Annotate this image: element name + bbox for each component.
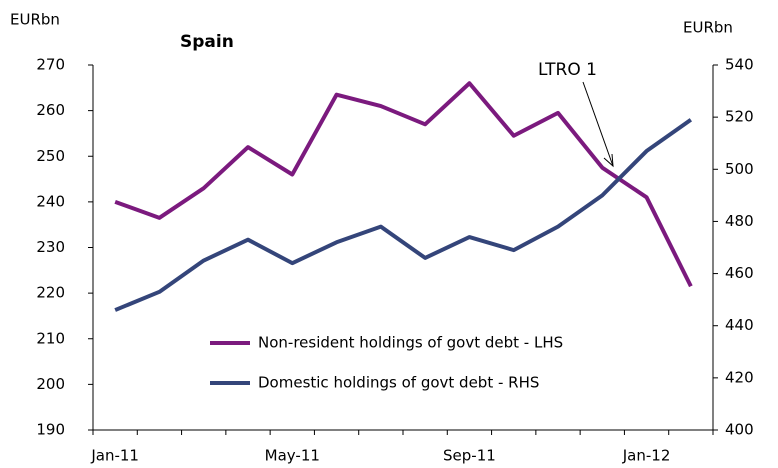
- y2-tick-label: 460: [725, 264, 754, 282]
- y-tick-label: 230: [36, 238, 65, 256]
- y-axis-label: EURbn: [10, 11, 60, 29]
- y-tick-label: 260: [36, 101, 65, 119]
- chart-title: Spain: [180, 32, 234, 52]
- y-tick-label: 250: [36, 147, 65, 165]
- y2-axis-label: EURbn: [683, 19, 733, 37]
- x-tick-label: Jan-11: [90, 447, 139, 465]
- y2-tick-label: 500: [725, 160, 754, 178]
- y2-tick-label: 540: [725, 56, 754, 74]
- y-tick-label: 270: [36, 56, 65, 74]
- y2-tick-label: 520: [725, 108, 754, 126]
- legend-label: Domestic holdings of govt debt - RHS: [258, 374, 539, 392]
- y-tick-label: 190: [36, 421, 65, 439]
- y2-tick-label: 480: [725, 212, 754, 230]
- y2-tick-label: 400: [725, 421, 754, 439]
- x-tick-label: May-11: [265, 447, 320, 465]
- y-tick-label: 220: [36, 284, 65, 302]
- annotation-arrow: [582, 81, 614, 167]
- y2-tick-label: 440: [725, 316, 754, 334]
- y-tick-label: 200: [36, 375, 65, 393]
- series-line: [114, 81, 693, 288]
- series-line: [114, 118, 693, 312]
- x-tick-label: Sep-11: [443, 447, 496, 465]
- y-tick-label: 240: [36, 192, 65, 210]
- annotation-arrowhead: [603, 153, 614, 168]
- y-tick-label: 210: [36, 329, 65, 347]
- y2-tick-label: 420: [725, 368, 754, 386]
- x-tick-label: Jan-12: [622, 447, 671, 465]
- legend-label: Non-resident holdings of govt debt - LHS: [258, 334, 563, 352]
- annotation: LTRO 1: [538, 60, 597, 80]
